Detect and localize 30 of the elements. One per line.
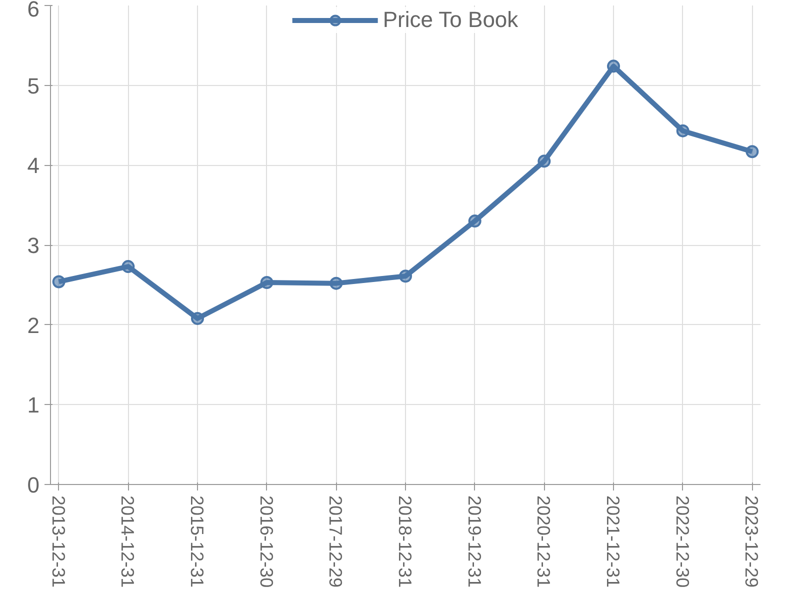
point [122, 260, 135, 274]
point [260, 276, 274, 290]
y-tick-label: 1 [27, 392, 40, 418]
x-tick-label: 2014-12-31 [118, 496, 138, 588]
x-tick-label: 2023-12-29 [742, 496, 762, 588]
y-tick-label: 5 [27, 73, 40, 98]
x-tick-label: 2017-12-29 [326, 496, 346, 588]
point [330, 276, 343, 290]
x-tick-label: 2021-12-31 [603, 496, 624, 588]
x-tick-label: 2018-12-31 [395, 496, 415, 588]
point [399, 270, 412, 283]
point [190, 312, 204, 325]
x-tick-label: 2013-12-31 [48, 496, 68, 588]
x-tick-label: 2015-12-31 [186, 496, 207, 588]
y-tick-label: 3 [27, 233, 40, 258]
y-tick-label: 0 [27, 472, 40, 498]
x-tick-label: 2019-12-31 [464, 496, 484, 588]
x-tick-label: 2020-12-31 [534, 496, 554, 588]
point [676, 124, 690, 138]
point [52, 275, 66, 288]
y-tick-label: 2 [27, 312, 40, 338]
point [538, 154, 551, 168]
point [607, 60, 620, 73]
x-tick-label: 2016-12-30 [256, 496, 276, 588]
point [468, 214, 482, 228]
legend-label: Price To Book [382, 7, 518, 33]
point [746, 145, 759, 158]
y-tick-label: 4 [27, 153, 40, 178]
y-tick-label: 6 [27, 0, 40, 22]
x-tick-label: 2022-12-30 [672, 496, 692, 588]
